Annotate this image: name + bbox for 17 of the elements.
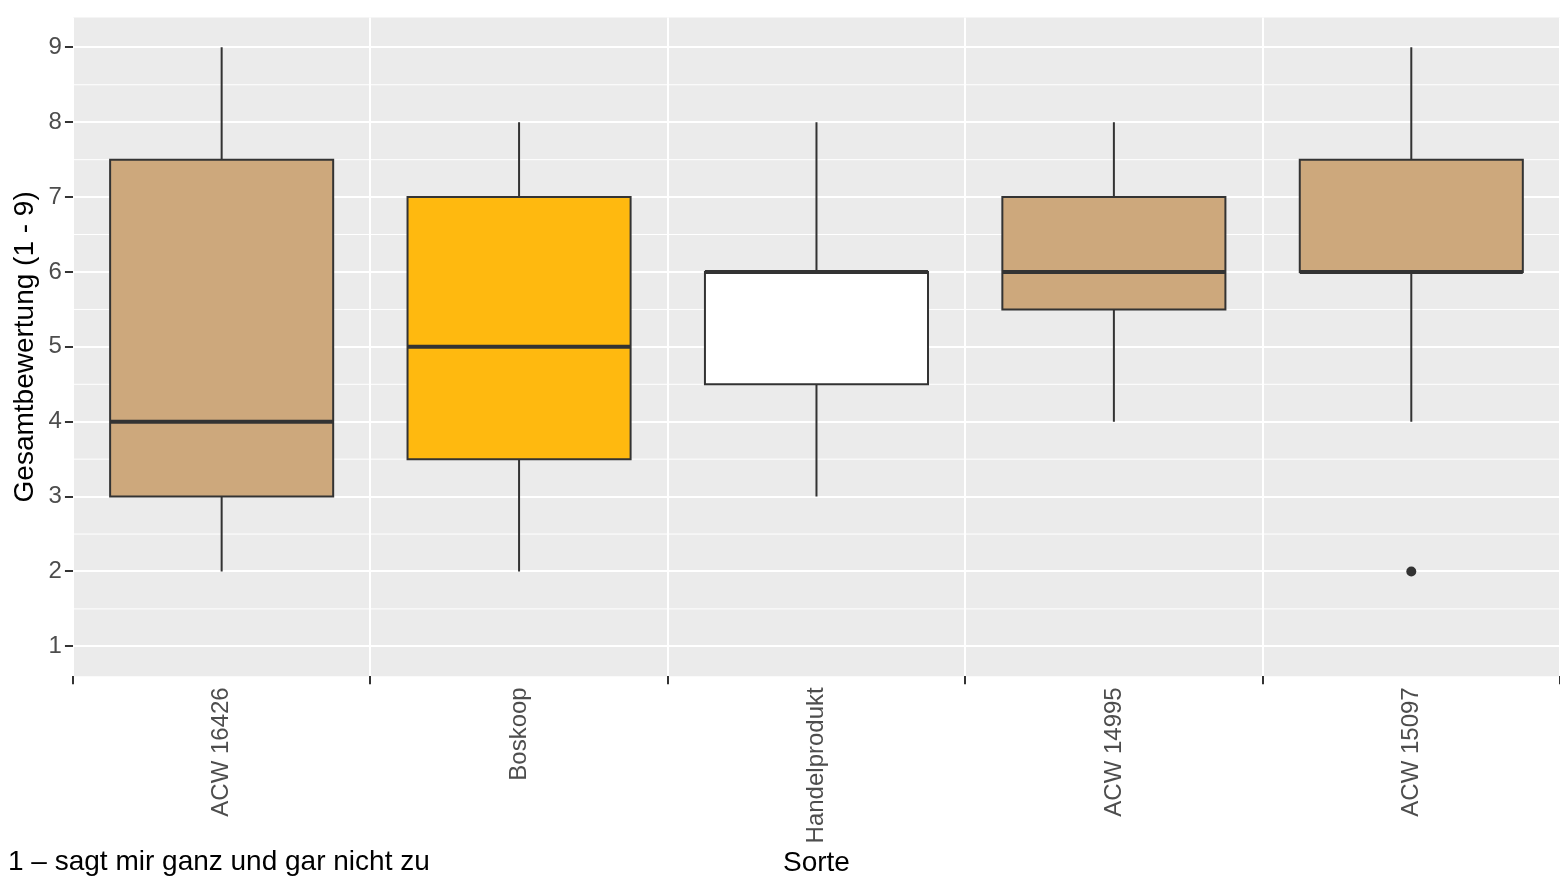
x-axis-title: Sorte [783, 845, 850, 877]
x-tick-label: Handelprodukt [801, 686, 829, 844]
y-tick-label: 8 [48, 106, 62, 134]
y-tick-label: 5 [48, 331, 62, 359]
y-tick-label: 9 [48, 31, 62, 59]
x-tick-label: ACW 14995 [1098, 687, 1126, 817]
y-tick-label: 4 [48, 406, 62, 434]
y-axis-title: Gesamtbewertung (1 - 9) [7, 191, 39, 503]
y-tick-label: 7 [48, 181, 62, 209]
y-tick-label: 1 [48, 630, 62, 658]
y-tick-label: 2 [48, 556, 62, 584]
y-tick-label: 6 [48, 256, 62, 284]
y-tick-label: 3 [48, 481, 62, 509]
x-tick-label: Boskoop [503, 687, 531, 781]
x-tick-label: ACW 15097 [1395, 687, 1423, 817]
x-tick-label: ACW 16426 [206, 687, 234, 817]
text: 1 – sagt mir ganz und gar nicht zu [8, 844, 430, 876]
